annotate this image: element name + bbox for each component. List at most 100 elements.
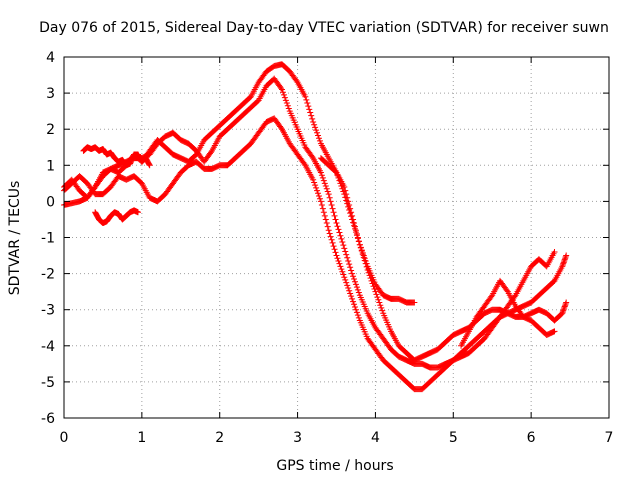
y-tick-label: 1 <box>46 158 55 174</box>
data-point <box>346 202 353 209</box>
data-point <box>334 223 341 230</box>
data-point <box>349 270 356 277</box>
data-point <box>351 223 358 230</box>
data-point <box>134 209 141 216</box>
data-point <box>327 233 334 240</box>
data-point <box>376 299 383 306</box>
data-point <box>322 183 329 190</box>
series-trace-4 <box>80 144 153 169</box>
data-point <box>361 255 368 262</box>
y-tick-label: -3 <box>41 303 55 319</box>
data-point <box>312 182 319 189</box>
data-point <box>305 103 312 110</box>
data-point <box>345 198 352 205</box>
data-point <box>323 220 330 227</box>
series-trace-3 <box>61 115 558 393</box>
data-point <box>321 212 328 219</box>
data-point <box>350 216 357 223</box>
data-point <box>488 293 495 300</box>
data-point <box>348 267 355 274</box>
data-point <box>332 216 339 223</box>
data-point <box>280 91 287 98</box>
data-point <box>314 187 321 194</box>
data-point <box>349 295 356 302</box>
data-point <box>328 202 335 209</box>
data-point <box>311 179 318 186</box>
data-point <box>342 187 349 194</box>
tick-marks <box>63 56 610 419</box>
data-point <box>347 264 354 271</box>
data-point <box>330 243 337 250</box>
data-point <box>345 257 352 264</box>
data-point <box>355 289 362 296</box>
data-point <box>336 260 343 267</box>
data-point <box>311 121 318 128</box>
data-point <box>351 303 358 310</box>
data-point <box>278 124 285 131</box>
data-point <box>315 132 322 139</box>
data-point <box>326 194 333 201</box>
data-point <box>310 118 317 125</box>
data-point <box>339 239 346 246</box>
data-point <box>348 293 355 300</box>
data-point <box>325 227 332 234</box>
data-point <box>351 301 358 308</box>
data-point <box>279 86 285 93</box>
data-point <box>379 307 386 314</box>
y-tick-label: 2 <box>46 122 55 138</box>
data-point <box>316 195 323 202</box>
y-tick-label: 3 <box>46 86 55 102</box>
series-trace-7 <box>458 277 558 349</box>
tick-labels: 0 1 2 3 4 5 6 7 -6 -5 -4 -3 -2 -1 0 1 2 3 4 <box>41 50 613 446</box>
data-point <box>321 180 328 187</box>
data-point <box>301 160 308 167</box>
data-point <box>362 257 369 264</box>
data-point <box>315 135 322 142</box>
data-point <box>318 202 325 209</box>
data-point <box>351 220 358 227</box>
data-point <box>343 191 350 198</box>
data-point <box>315 192 322 199</box>
data-point <box>329 205 336 212</box>
data-point <box>146 162 153 169</box>
data-point <box>279 89 286 96</box>
y-tick-label: -2 <box>41 267 55 283</box>
data-point <box>355 238 362 245</box>
data-point <box>281 94 288 101</box>
data-point <box>336 229 343 236</box>
data-point <box>285 105 292 112</box>
data-point <box>350 298 357 305</box>
data-point <box>314 129 321 136</box>
data-point <box>345 285 352 292</box>
x-tick-label: 6 <box>527 430 536 446</box>
data-point <box>293 77 300 84</box>
data-point <box>340 242 347 249</box>
data-point <box>338 235 345 242</box>
data-point <box>312 124 319 131</box>
data-point <box>373 291 380 298</box>
data-point <box>353 309 360 316</box>
data-point <box>342 276 349 283</box>
data-point <box>323 185 330 192</box>
data-point <box>284 102 291 109</box>
data-point <box>563 299 570 306</box>
data-point <box>344 282 351 289</box>
data-point <box>341 183 348 190</box>
x-tick-label: 4 <box>371 430 380 446</box>
data-point <box>304 100 311 107</box>
data-point <box>319 174 326 181</box>
data-point <box>331 246 338 253</box>
data-point <box>335 257 342 264</box>
data-point <box>354 234 361 241</box>
data-point <box>551 248 558 255</box>
y-tick-label: -1 <box>41 231 55 247</box>
data-point <box>313 184 320 191</box>
y-tick-label: 0 <box>46 194 55 210</box>
data-point <box>302 93 309 100</box>
data-point <box>341 274 348 281</box>
series-layer <box>61 61 570 393</box>
data-point <box>343 251 350 258</box>
data-point <box>308 112 315 119</box>
data-point <box>332 249 339 256</box>
data-point <box>306 106 313 113</box>
